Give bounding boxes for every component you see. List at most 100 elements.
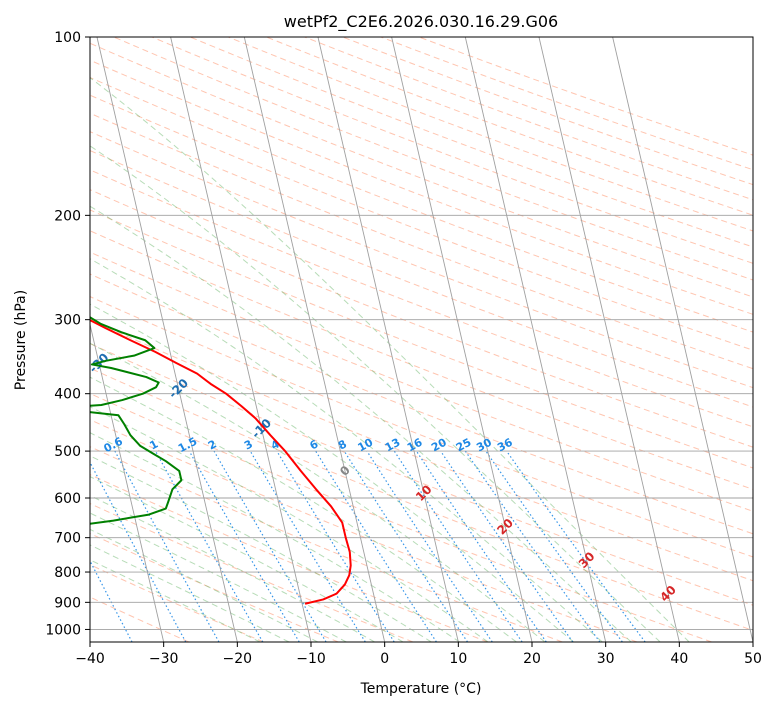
dry-adiabat-line	[90, 446, 563, 642]
y-tick-label: 900	[54, 595, 81, 611]
x-tick-label: −10	[296, 651, 326, 667]
dry-adiabat-line	[113, 37, 753, 281]
y-tick-label: 100	[54, 30, 81, 46]
x-tick-label: 30	[597, 651, 615, 667]
moist-adiabat-line	[90, 205, 632, 642]
isotherm-line	[612, 37, 753, 642]
dry-adiabat-line	[90, 474, 488, 642]
mixing-ratio-label: 20	[429, 436, 449, 455]
axes: −40 −30 −20 −10 0 10 20 30 40 5010020030040050060…	[45, 30, 762, 667]
mixing-ratio-label: 8	[336, 437, 349, 452]
dry-adiabat-line	[90, 169, 753, 428]
moist-adiabat-line	[90, 432, 460, 642]
moist-adiabat-line	[90, 303, 574, 642]
mixing-ratio-label: 30	[474, 436, 494, 455]
y-tick-label: 400	[54, 387, 81, 403]
dry-adiabat-line	[90, 273, 753, 535]
x-tick-label: 20	[523, 651, 541, 667]
dry-adiabat-line	[342, 37, 753, 186]
dry-adiabat-line	[304, 37, 753, 201]
x-tick-label: 50	[744, 651, 762, 667]
dry-adiabat-line	[90, 76, 753, 333]
dry-adiabat-line	[90, 209, 753, 469]
mixing-ratio-label: 1.5	[176, 435, 199, 456]
chart-title: wetPf2_C2E6.2026.030.16.29.G06	[284, 12, 558, 32]
dry-adiabat-line	[90, 564, 264, 642]
mixing-ratio-line	[415, 450, 547, 642]
dry-adiabat-line	[90, 94, 753, 351]
isotherm-label: 40	[657, 583, 679, 605]
mixing-ratio-line	[506, 450, 646, 642]
dry-adiabat-line	[90, 131, 753, 389]
moist-adiabat-line	[90, 528, 319, 642]
moist-adiabat-line	[90, 77, 690, 642]
mixing-ratio-line	[213, 450, 327, 642]
isotherm-line	[538, 37, 680, 642]
moist-adiabat-line	[90, 544, 290, 642]
dry-adiabat-line	[90, 367, 753, 631]
mixing-ratio-label: 6	[308, 437, 321, 452]
x-axis-title: Temperature (°C)	[360, 681, 482, 697]
x-tick-label: 10	[449, 651, 467, 667]
mixing-ratio-line	[276, 450, 395, 642]
y-tick-label: 700	[54, 531, 81, 547]
mixing-ratio-line	[440, 450, 574, 642]
x-tick-label: −20	[223, 651, 253, 667]
isotherm-line	[90, 322, 165, 642]
mixing-ratio-line	[188, 450, 300, 642]
mixing-ratio-label: 10	[356, 436, 376, 455]
mixing-ratio-line	[393, 450, 523, 642]
mixing-ratio-label: 16	[405, 436, 425, 455]
moist-adiabat-line	[90, 342, 546, 642]
dry-adiabat-line	[90, 149, 753, 408]
mixing-ratio-label: 0.6	[102, 435, 126, 456]
mixing-ratio-line	[154, 450, 264, 642]
isotherm-line	[243, 37, 386, 642]
dry-adiabat-line	[90, 112, 753, 370]
profile-lines	[90, 316, 352, 605]
dry-adiabat-line	[90, 59, 753, 315]
isotherm-label: -20	[166, 376, 191, 401]
mixing-ratio-label: 13	[383, 436, 403, 455]
mixing-ratio-line	[464, 450, 601, 642]
mixing-ratio-line	[249, 450, 366, 642]
isotherm-line	[96, 37, 238, 642]
y-tick-label: 1000	[45, 622, 81, 638]
dry-adiabat-line	[418, 37, 753, 156]
mixing-ratio-line	[315, 450, 437, 642]
isotherm-line	[391, 37, 533, 642]
mixing-ratio-label: 25	[454, 436, 474, 455]
x-tick-label: −40	[75, 651, 105, 667]
dry-adiabat-line	[90, 319, 753, 582]
isotherm-line	[317, 37, 459, 642]
moist-adiabat-line	[90, 494, 375, 642]
moist-adiabat-line	[90, 455, 432, 642]
dry-adiabat-line	[90, 42, 753, 298]
dry-adiabat-line	[189, 37, 753, 248]
plot-frame	[89, 36, 754, 643]
dry-adiabat-line	[90, 189, 753, 448]
dry-adiabat-line	[90, 532, 339, 642]
x-tick-label: 0	[380, 651, 389, 667]
y-tick-label: 200	[54, 208, 81, 224]
dry-adiabat-line	[228, 37, 753, 232]
dry-adiabat-line	[90, 251, 753, 512]
mixing-ratio-line	[114, 450, 220, 642]
y-tick-label: 300	[54, 313, 81, 329]
background-lines	[90, 37, 753, 642]
dry-adiabat-line	[90, 230, 753, 490]
isotherm-line	[464, 37, 607, 642]
mixing-ratio-label: 2	[206, 437, 219, 452]
isotherm-label: 0	[337, 463, 353, 479]
x-tick-label: −30	[149, 651, 179, 667]
dry-adiabat-line	[90, 296, 753, 558]
x-tick-label: 40	[670, 651, 688, 667]
isotherm-line	[170, 37, 312, 642]
dry-adiabat-line	[90, 392, 712, 642]
y-axis-title: Pressure (hPa)	[13, 290, 29, 390]
y-tick-label: 500	[54, 444, 81, 460]
line-labels: 0.6 1 1.5 2 3 4 6 8 10 13 16 20 25 30 36-30-20-1001020…	[86, 350, 679, 604]
mixing-ratio-line	[90, 461, 187, 642]
